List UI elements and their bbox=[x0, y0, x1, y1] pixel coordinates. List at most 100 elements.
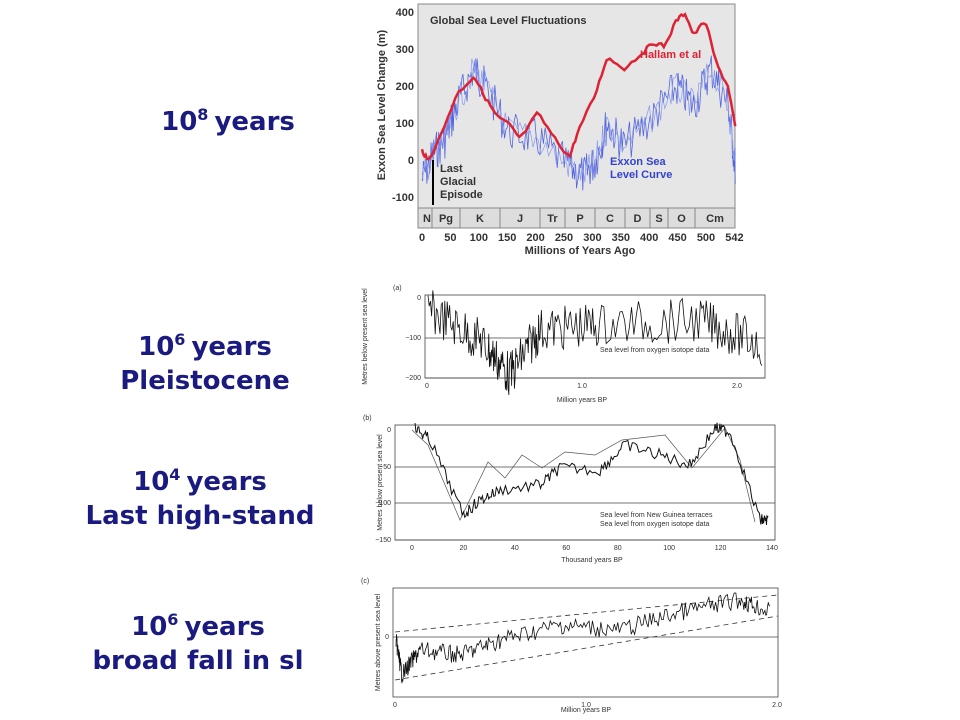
scale-label: 106 years bbox=[138, 330, 272, 362]
fig1-xtick: 450 bbox=[668, 232, 686, 244]
base: 10 bbox=[138, 332, 174, 362]
ytick: 0 bbox=[385, 634, 389, 641]
period: C bbox=[606, 213, 614, 225]
ylabel: Metres above present sea level bbox=[375, 593, 382, 691]
fig1-xtick: 0 bbox=[419, 232, 425, 244]
unit: years bbox=[186, 467, 266, 497]
figure-3-box bbox=[394, 424, 776, 541]
fig1-xtick: 350 bbox=[612, 232, 630, 244]
glacial-note: Glacial bbox=[440, 176, 476, 188]
period: D bbox=[634, 213, 642, 225]
fig2-curve bbox=[427, 290, 763, 396]
scale-label: 108 years bbox=[161, 105, 295, 137]
xtick: 40 bbox=[511, 545, 519, 552]
figure-1-plot bbox=[417, 3, 736, 209]
exponent: 6 bbox=[174, 330, 185, 349]
legend-red: Hallam et al bbox=[640, 49, 701, 61]
panel-label: (b) bbox=[363, 415, 372, 422]
exponent: 4 bbox=[169, 465, 180, 484]
unit: years bbox=[184, 612, 264, 642]
ytick: −100 bbox=[375, 500, 391, 507]
glacial-note: Last bbox=[440, 163, 463, 175]
legend-blue: Level Curve bbox=[610, 169, 672, 181]
xtick: 1.0 bbox=[577, 383, 587, 390]
fig1-xtick: 542 bbox=[725, 232, 743, 244]
fig1-xtick: 400 bbox=[640, 232, 658, 244]
xtick: 100 bbox=[663, 545, 675, 552]
xtick: 0 bbox=[425, 383, 429, 390]
fig1-ytick: 300 bbox=[396, 44, 414, 56]
legend-blue: Exxon Sea bbox=[610, 156, 667, 168]
ytick: −100 bbox=[405, 335, 421, 342]
scale-label: 104 years bbox=[133, 465, 267, 497]
ylabel: Metres below present sea level bbox=[362, 288, 369, 385]
fig1-ytick: 0 bbox=[408, 155, 414, 167]
unit: years bbox=[191, 332, 271, 362]
fig3-isotope bbox=[414, 422, 769, 526]
xtick: 0 bbox=[410, 545, 414, 552]
unit: years bbox=[214, 107, 294, 137]
scale-subtitle: Pleistocene bbox=[120, 366, 289, 396]
fig4-envelope-top bbox=[394, 594, 779, 633]
xlabel: Million years BP bbox=[557, 397, 608, 404]
period: K bbox=[476, 213, 484, 225]
fig1-xtick: 250 bbox=[555, 232, 573, 244]
fig3-legend: Sea level from oxygen isotope data bbox=[600, 521, 709, 528]
base: 10 bbox=[161, 107, 197, 137]
fig1-xtick: 150 bbox=[498, 232, 516, 244]
fig1-xlabel: Millions of Years Ago bbox=[525, 245, 636, 257]
fig1-ylabel: Exxon Sea Level Change (m) bbox=[376, 29, 388, 180]
period: N bbox=[423, 213, 431, 225]
ytick: −200 bbox=[405, 375, 421, 382]
base: 10 bbox=[131, 612, 167, 642]
glacial-note: Episode bbox=[440, 189, 483, 201]
hallam-curve bbox=[420, 12, 737, 161]
ytick: 0 bbox=[417, 295, 421, 302]
figure-2-box bbox=[424, 294, 766, 379]
fig1-xtick: 50 bbox=[444, 232, 456, 244]
scale-label: 106 years bbox=[131, 610, 265, 642]
fig1-xtick: 300 bbox=[583, 232, 601, 244]
fig1-ytick: -100 bbox=[392, 192, 414, 204]
period: Tr bbox=[547, 213, 558, 225]
ytick: −50 bbox=[379, 464, 391, 471]
fig1-ytick: 100 bbox=[396, 118, 414, 130]
scale-subtitle: Last high-stand bbox=[86, 501, 315, 531]
fig3-terraces bbox=[411, 427, 756, 523]
period: S bbox=[655, 213, 662, 225]
fig1-ytick: 400 bbox=[396, 7, 414, 19]
period: P bbox=[576, 213, 583, 225]
period: Cm bbox=[706, 213, 724, 225]
xtick: 1.0 bbox=[581, 702, 591, 709]
xlabel: Million years BP bbox=[561, 707, 612, 714]
figure-4-box bbox=[392, 587, 779, 698]
fig4-curve bbox=[395, 592, 771, 684]
fig1-ytick: 200 bbox=[396, 81, 414, 93]
ytick: 0 bbox=[387, 427, 391, 434]
xtick: 0 bbox=[393, 702, 397, 709]
fig1-xtick: 500 bbox=[697, 232, 715, 244]
period: Pg bbox=[439, 213, 453, 225]
fig1-xtick: 200 bbox=[526, 232, 544, 244]
exponent: 6 bbox=[167, 610, 178, 629]
fig3-legend: Sea level from New Guinea terraces bbox=[600, 512, 713, 519]
xtick: 60 bbox=[562, 545, 570, 552]
exponent: 8 bbox=[197, 105, 208, 124]
xtick: 2.0 bbox=[772, 702, 782, 709]
period: J bbox=[517, 213, 523, 225]
panel-label: (c) bbox=[361, 578, 369, 585]
xlabel: Thousand years BP bbox=[561, 557, 623, 564]
panel-label: (a) bbox=[393, 285, 402, 292]
base: 10 bbox=[133, 467, 169, 497]
xtick: 140 bbox=[766, 545, 778, 552]
xtick: 80 bbox=[614, 545, 622, 552]
ytick: −150 bbox=[375, 537, 391, 544]
scale-subtitle: broad fall in sl bbox=[92, 646, 303, 676]
xtick: 20 bbox=[460, 545, 468, 552]
exxon-curve-2 bbox=[421, 57, 736, 183]
fig1-title: Global Sea Level Fluctuations bbox=[430, 15, 586, 27]
fig4-envelope-bottom bbox=[394, 615, 779, 681]
ylabel: Metres below present sea level bbox=[377, 434, 384, 531]
fig2-note: Sea level from oxygen isotope data bbox=[600, 347, 709, 354]
